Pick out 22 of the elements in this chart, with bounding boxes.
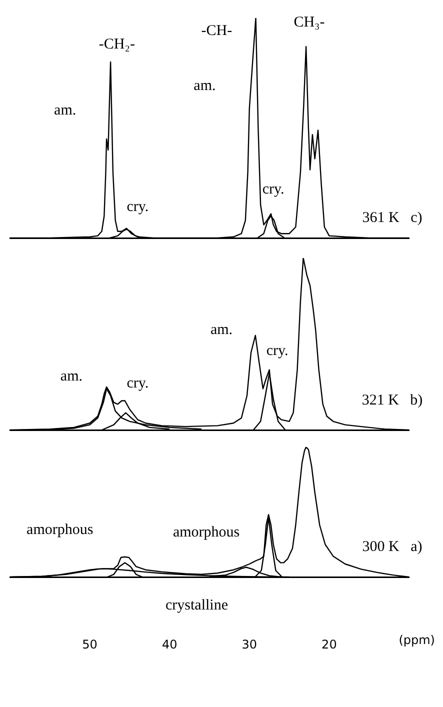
annotation: amorphous	[26, 522, 94, 538]
x-tick-label: 40	[162, 637, 178, 652]
annotation: -CH-	[201, 23, 232, 40]
annotation: cry.	[266, 342, 288, 359]
annotation: 300 K a)	[362, 539, 422, 556]
text: crystalline	[165, 598, 228, 614]
x-axis-title: (ppm)	[398, 633, 435, 648]
annotation: -CH₂-	[98, 36, 135, 52]
annotation: am.	[194, 78, 216, 94]
annotation: CH₃-	[294, 14, 325, 30]
annotation: cry.	[126, 199, 149, 216]
annotation: am.	[54, 102, 76, 118]
annotation: am.	[60, 368, 82, 385]
annotation: cry.	[262, 182, 284, 198]
annotation: 321 K b)	[362, 392, 423, 409]
annotation: cry.	[126, 375, 149, 392]
x-tick-label: 50	[82, 637, 98, 652]
x-tick-label: 30	[242, 637, 258, 652]
annotation: am.	[210, 322, 233, 338]
annotation: 361 K c)	[362, 210, 422, 226]
annotation: amorphous	[172, 524, 240, 541]
x-tick-label: 20	[322, 637, 337, 652]
